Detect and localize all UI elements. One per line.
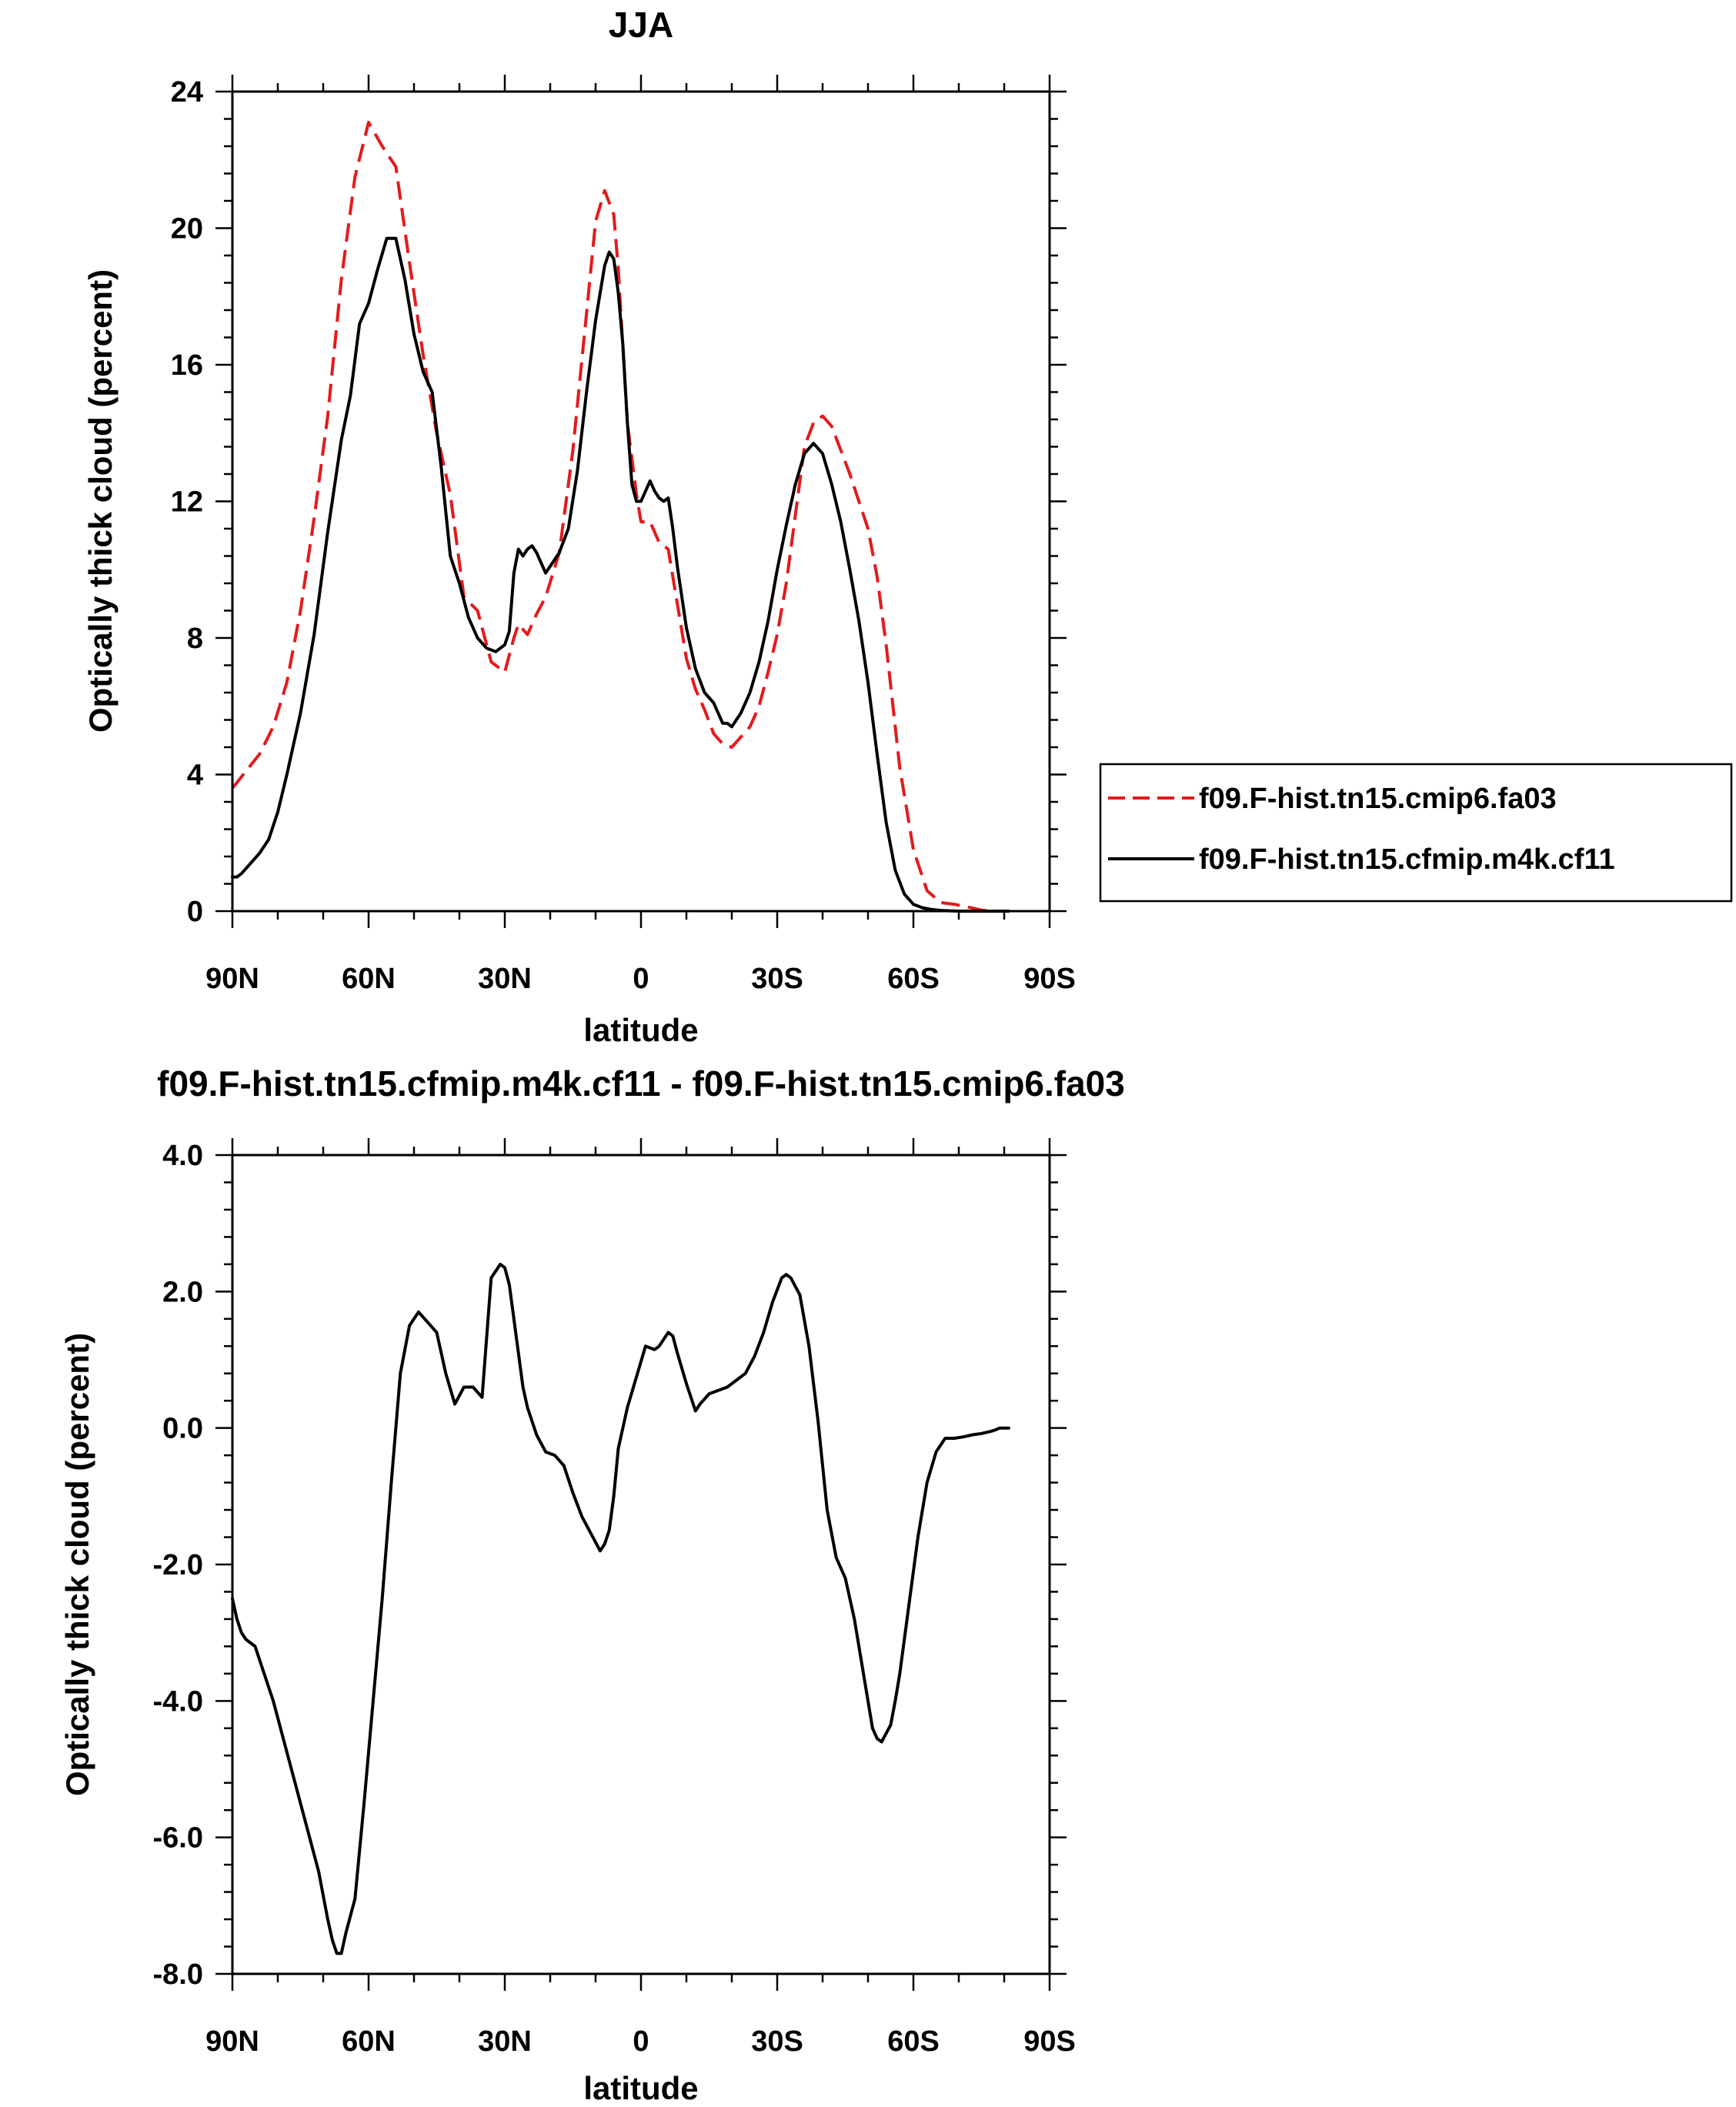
top-x-tick-labels: 90N 60N 30N 0 30S 60S 90S xyxy=(205,963,1076,995)
top-axis-ticks xyxy=(215,75,1067,928)
y-tick-label: 24 xyxy=(171,76,203,109)
top-x-axis-title: latitude xyxy=(583,1012,698,1048)
top-y-axis-title: Optically thick cloud (percent) xyxy=(82,269,119,733)
y-tick-label: 4 xyxy=(187,760,203,792)
bottom-panel: f09.F-hist.tn15.cfmip.m4k.cf11 - f09.F-h… xyxy=(59,1064,1125,2106)
x-tick-label: 60N xyxy=(342,963,396,995)
series-line-1 xyxy=(231,120,1009,913)
top-y-tick-labels: 0 4 8 12 16 20 24 xyxy=(171,76,203,928)
bottom-chart-title: f09.F-hist.tn15.cfmip.m4k.cf11 - f09.F-h… xyxy=(157,1064,1125,1104)
bottom-axis-ticks xyxy=(215,1138,1067,1991)
y-tick-label: 20 xyxy=(171,213,203,245)
top-panel: JJA 0 4 8 12 16 20 24 90N 60N 30N 0 30S 60S 90S lati… xyxy=(82,5,1733,1048)
bottom-y-tick-labels: -8.0 -6.0 -4.0 -2.0 0.0 2.0 4.0 xyxy=(153,1140,203,1991)
bottom-x-axis-title: latitude xyxy=(583,2070,698,2106)
series-line-2 xyxy=(231,236,1010,913)
bottom-y-axis-title: Optically thick cloud (percent) xyxy=(59,1333,95,1796)
x-tick-label: 30N xyxy=(478,963,532,995)
y-tick-label: 2.0 xyxy=(162,1276,203,1308)
legend: f09.F-hist.tn15.cmip6.fa03 f09.F-hist.tn… xyxy=(1099,763,1733,903)
y-tick-label: 4.0 xyxy=(162,1140,203,1172)
legend-box xyxy=(1099,763,1733,903)
x-tick-label: 60S xyxy=(887,963,940,995)
x-tick-label: 60N xyxy=(342,2025,396,2058)
top-series-layer xyxy=(231,120,1010,913)
x-tick-label: 30N xyxy=(478,2025,532,2058)
y-tick-label: 0.0 xyxy=(162,1413,203,1445)
y-tick-label: 16 xyxy=(171,349,203,382)
series-line-1 xyxy=(231,1262,1010,1955)
bottom-plot-frame xyxy=(231,1154,1051,1975)
y-tick-label: -8.0 xyxy=(153,1958,203,1991)
x-tick-label: 0 xyxy=(633,2025,649,2058)
y-tick-label: 0 xyxy=(187,896,203,928)
top-plot-frame xyxy=(231,90,1051,913)
x-tick-label: 90S xyxy=(1023,963,1076,995)
x-tick-label: 90S xyxy=(1023,2025,1076,2058)
legend-label-cf11: f09.F-hist.tn15.cfmip.m4k.cf11 xyxy=(1199,843,1615,876)
y-tick-label: 12 xyxy=(171,486,203,519)
y-tick-label: -4.0 xyxy=(153,1685,203,1718)
x-tick-label: 60S xyxy=(887,2025,940,2058)
x-tick-label: 90N xyxy=(205,963,259,995)
x-tick-label: 0 xyxy=(633,963,649,995)
y-tick-label: -2.0 xyxy=(153,1549,203,1581)
x-tick-label: 30S xyxy=(751,963,803,995)
bottom-series-layer xyxy=(231,1262,1010,1955)
y-tick-label: -6.0 xyxy=(153,1822,203,1855)
x-tick-label: 90N xyxy=(205,2025,259,2058)
x-tick-label: 30S xyxy=(751,2025,803,2058)
bottom-x-tick-labels: 90N 60N 30N 0 30S 60S 90S xyxy=(205,2025,1076,2058)
top-chart-title: JJA xyxy=(609,5,673,45)
y-tick-label: 8 xyxy=(187,623,203,655)
legend-label-fa03: f09.F-hist.tn15.cmip6.fa03 xyxy=(1199,783,1557,815)
